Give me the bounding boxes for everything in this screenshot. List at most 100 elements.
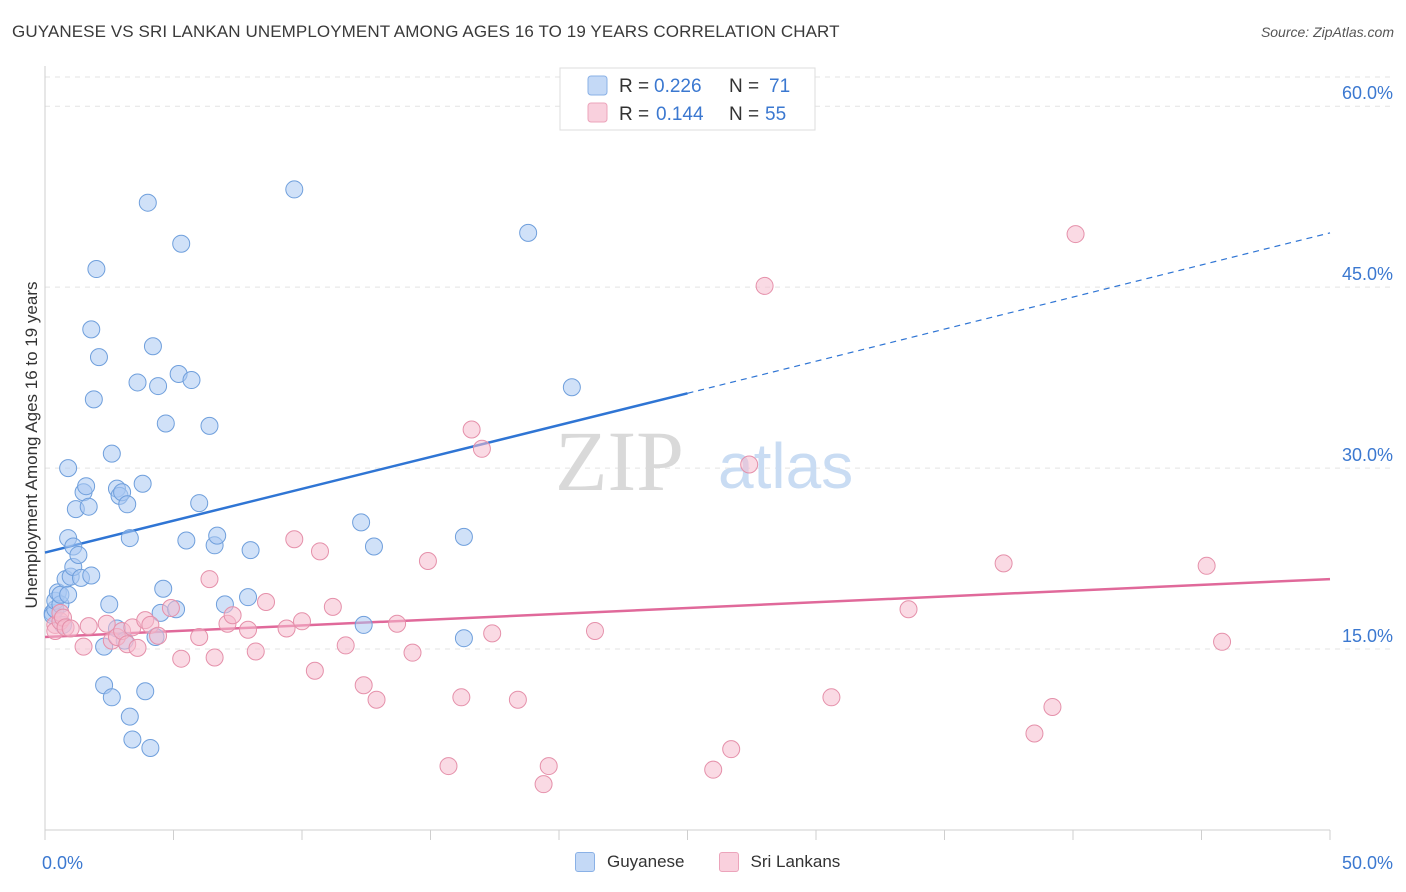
point-srilankans-9 [97,614,116,633]
y-tick-label-0: 15.0% [1342,626,1393,646]
point-srilankans-33 [310,542,329,561]
x-tick-label-0: 0.0% [42,853,83,873]
point-srilankans-41 [439,757,458,776]
point-guyanese-43 [138,193,157,212]
point-guyanese-10 [59,459,78,478]
trend-lines [44,232,1331,639]
tick-labels: 15.0% 30.0% 45.0% 60.0% 0.0% 50.0% [42,83,1393,873]
point-guyanese-41 [133,474,152,493]
point-srilankans-47 [539,757,558,776]
point-guyanese-25 [89,348,108,367]
point-guyanese-44 [141,738,160,757]
point-srilankans-61 [1213,632,1232,651]
point-srilankans-55 [899,600,918,619]
point-guyanese-55 [182,371,201,390]
point-srilankans-59 [1066,225,1085,244]
bottom-legend-label-guyanese: Guyanese [607,852,685,871]
point-guyanese-54 [177,531,196,550]
point-srilankans-22 [200,570,219,589]
trend-line-guyanese [44,392,688,554]
point-guyanese-21 [82,320,101,339]
point-guyanese-22 [82,566,101,585]
point-srilankans-35 [336,636,355,655]
point-guyanese-63 [285,180,304,199]
point-srilankans-38 [388,614,407,633]
point-guyanese-29 [102,688,121,707]
source-label: Source: ZipAtlas.com [1260,24,1394,40]
point-guyanese-62 [241,541,260,560]
point-srilankans-31 [293,612,311,631]
point-srilankans-36 [354,676,373,695]
point-srilankans-30 [285,530,304,549]
bottom-legend-item-guyanese: Guyanese [575,852,685,872]
legend-r-value-2: 0.144 [656,104,704,125]
point-guyanese-16 [69,545,88,564]
legend-r-label-1: R = [619,76,649,97]
point-guyanese-28 [100,595,119,614]
point-guyanese-69 [519,223,538,242]
point-guyanese-66 [364,537,383,556]
point-srilankans-39 [403,643,422,662]
point-srilankans-34 [323,597,342,616]
data-points [43,180,1232,794]
y-tick-label-3: 60.0% [1342,83,1393,103]
point-guyanese-57 [200,416,219,435]
point-srilankans-49 [585,621,604,640]
x-tick-label-1: 50.0% [1342,853,1393,873]
point-srilankans-53 [755,276,774,295]
point-guyanese-37 [120,529,139,548]
y-axis-label: Unemployment Among Ages 16 to 19 years [22,282,41,609]
point-guyanese-42 [136,682,155,701]
y-axis-label-group: Unemployment Among Ages 16 to 19 years [22,282,41,609]
point-srilankans-15 [128,638,147,657]
point-guyanese-19 [77,477,96,496]
trend-line-dashed-guyanese [687,232,1331,394]
point-srilankans-54 [822,688,841,707]
bottom-legend-swatch-srilankans [718,852,739,872]
point-srilankans-58 [1043,697,1062,716]
point-guyanese-23 [84,390,103,409]
point-srilankans-19 [161,599,180,618]
stats-legend: R = 0.226 N = 71 R = 0.144 N = 55 [559,67,816,131]
point-guyanese-70 [562,378,581,397]
point-guyanese-38 [120,707,139,726]
point-guyanese-20 [79,497,98,516]
point-guyanese-30 [102,444,121,463]
axes [44,66,1331,840]
point-guyanese-64 [352,513,371,532]
point-guyanese-36 [118,495,137,514]
point-srilankans-6 [61,619,80,638]
legend-swatch-srilankans [587,102,608,123]
legend-n-value-2: 55 [765,104,786,125]
y-tick-label-1: 30.0% [1342,445,1393,465]
point-srilankans-21 [190,627,209,646]
chart-title: GUYANESE VS SRI LANKAN UNEMPLOYMENT AMON… [12,22,840,41]
point-srilankans-57 [1025,724,1044,743]
point-guyanese-39 [123,730,142,749]
y-tick-label-2: 45.0% [1342,264,1393,284]
watermark-atlas: atlas [718,430,853,502]
legend-r-label-2: R = [619,104,649,125]
bottom-legend: Guyanese Sri Lankans [575,852,874,872]
point-srilankans-43 [462,420,481,439]
point-guyanese-68 [454,629,473,648]
bottom-legend-item-srilankans: Sri Lankans [718,852,840,872]
point-srilankans-18 [149,626,168,645]
legend-n-label-2: N = [729,104,759,125]
point-srilankans-56 [994,554,1013,573]
point-guyanese-11 [59,585,78,604]
point-srilankans-20 [172,649,191,668]
point-srilankans-23 [205,648,224,667]
point-srilankans-50 [704,760,723,779]
point-srilankans-32 [305,661,324,680]
point-guyanese-45 [143,337,162,356]
point-guyanese-67 [454,527,473,546]
point-srilankans-29 [277,619,296,638]
point-srilankans-42 [452,688,471,707]
point-guyanese-47 [149,377,168,396]
point-guyanese-65 [354,615,373,634]
point-guyanese-50 [156,414,175,433]
point-srilankans-48 [534,775,553,794]
point-srilankans-28 [257,593,276,611]
